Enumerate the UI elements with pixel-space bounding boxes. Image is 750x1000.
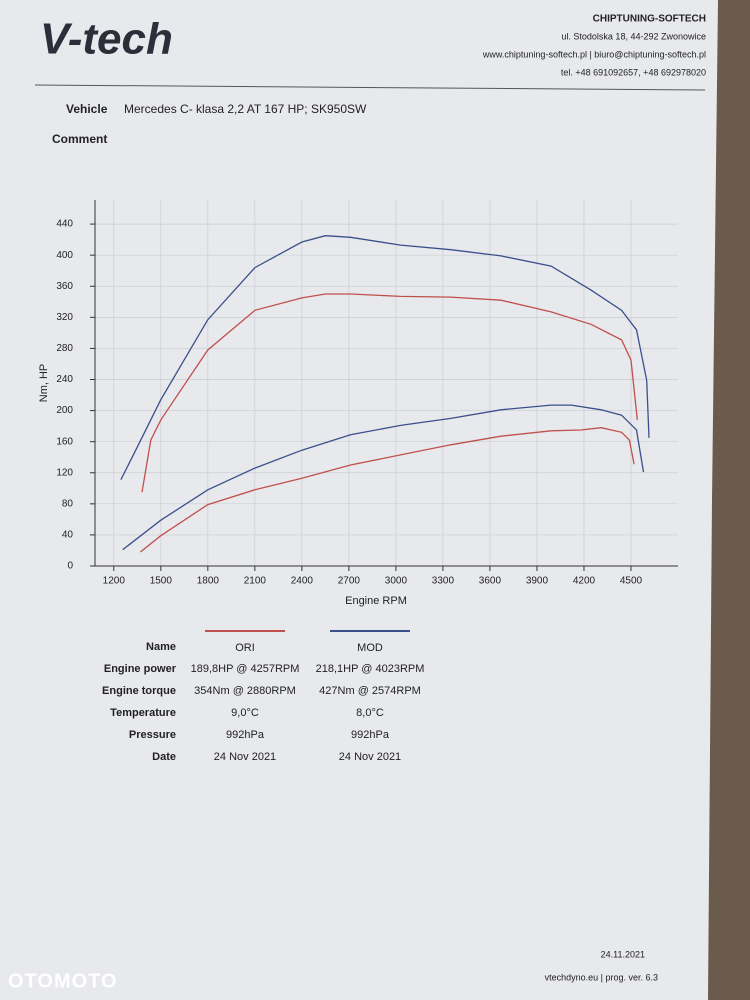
y-axis-label: Nm, HP xyxy=(38,364,50,403)
header-rule xyxy=(34,84,706,91)
row-label: Engine power xyxy=(104,663,177,675)
x-tick-label: 2700 xyxy=(338,576,361,587)
cell: 427Nm @ 2574RPM xyxy=(319,685,421,697)
x-tick-label: 3300 xyxy=(432,576,455,587)
footer-software: vtechdyno.eu | prog. ver. 6.3 xyxy=(545,972,658,982)
web: www.chiptuning-softech.pl | biuro@chiptu… xyxy=(482,49,706,59)
cell: 9,0°C xyxy=(231,707,259,719)
paper xyxy=(0,0,718,1000)
cell: 354Nm @ 2880RPM xyxy=(194,685,296,697)
y-tick-label: 240 xyxy=(56,374,73,385)
watermark: OTOMOTO xyxy=(8,970,118,992)
cell: 218,1HP @ 4023RPM xyxy=(316,663,425,675)
x-tick-label: 4500 xyxy=(620,576,643,587)
curve xyxy=(141,293,638,493)
x-tick-label: 3000 xyxy=(385,576,408,587)
legend-label: ORI xyxy=(235,642,255,654)
x-tick-label: 1800 xyxy=(197,576,220,587)
row-label: Pressure xyxy=(129,729,176,741)
company: CHIPTUNING-SOFTECH xyxy=(593,14,706,25)
phone: tel. +48 691092657, +48 692978020 xyxy=(561,67,706,77)
x-tick-label: 1500 xyxy=(150,576,173,587)
y-tick-label: 160 xyxy=(56,436,73,447)
logo: V-tech xyxy=(40,15,173,64)
cell: 189,8HP @ 4257RPM xyxy=(191,663,300,675)
x-tick-label: 3900 xyxy=(526,576,549,587)
y-tick-label: 80 xyxy=(62,498,74,509)
footer-date: 24.11.2021 xyxy=(601,949,645,959)
x-tick-label: 1200 xyxy=(103,576,126,587)
cell: 24 Nov 2021 xyxy=(339,751,401,763)
y-tick-label: 360 xyxy=(56,281,73,292)
address: ul. Stodolska 18, 44-292 Zwonowice xyxy=(561,31,706,41)
y-tick-label: 320 xyxy=(56,312,73,323)
x-tick-label: 2100 xyxy=(244,576,267,587)
row-label: Engine torque xyxy=(102,685,176,697)
y-tick-label: 440 xyxy=(56,219,73,230)
legend-label: MOD xyxy=(357,642,383,654)
y-tick-label: 120 xyxy=(56,467,73,478)
cell: 8,0°C xyxy=(356,707,384,719)
cell: 992hPa xyxy=(226,729,265,741)
table-header: Name xyxy=(146,641,176,653)
x-axis-label: Engine RPM xyxy=(345,595,407,607)
y-tick-label: 200 xyxy=(56,405,73,416)
vehicle-label: Vehicle xyxy=(66,102,108,116)
cell: 24 Nov 2021 xyxy=(214,751,276,763)
row-label: Temperature xyxy=(110,707,176,719)
row-label: Date xyxy=(152,751,176,763)
x-tick-label: 2400 xyxy=(291,576,314,587)
y-tick-label: 40 xyxy=(62,530,74,541)
comment-label: Comment xyxy=(52,132,107,146)
vehicle-value: Mercedes C- klasa 2,2 AT 167 HP; SK950SW xyxy=(124,102,367,116)
cell: 992hPa xyxy=(351,729,390,741)
curve xyxy=(120,235,650,480)
curve xyxy=(122,404,645,551)
x-tick-label: 3600 xyxy=(479,576,502,587)
y-tick-label: 400 xyxy=(56,250,73,261)
x-tick-label: 4200 xyxy=(573,576,596,587)
y-tick-label: 280 xyxy=(56,343,73,354)
curve xyxy=(139,427,635,553)
y-tick-label: 0 xyxy=(67,561,73,572)
